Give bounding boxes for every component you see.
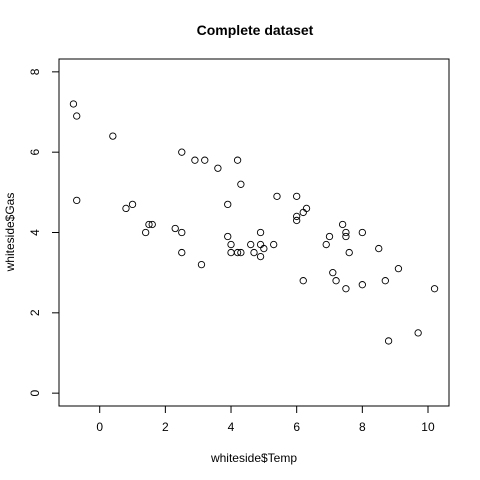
data-point [342, 285, 350, 293]
data-point [237, 180, 245, 188]
data-point [227, 240, 235, 249]
data-point [384, 337, 393, 345]
data-point [142, 228, 150, 237]
data-point [332, 277, 340, 285]
data-point [299, 277, 307, 285]
data-point [178, 248, 186, 257]
y-tick-label: 6 [28, 149, 42, 156]
data-point [256, 240, 265, 249]
data-point [250, 248, 258, 257]
data-point [256, 228, 265, 237]
data-point [270, 240, 278, 249]
data-point [233, 248, 242, 257]
data-point [178, 228, 186, 237]
data-point [201, 156, 209, 164]
data-point [329, 269, 337, 277]
data-point [171, 224, 179, 233]
data-point [247, 240, 255, 249]
data-point [256, 252, 265, 261]
data-point [145, 220, 153, 229]
data-point [394, 264, 403, 273]
x-tick-label: 4 [228, 420, 235, 434]
data-point [197, 260, 206, 269]
data-point [69, 100, 78, 108]
data-point [299, 208, 307, 217]
data-point [237, 248, 245, 257]
data-point [224, 232, 232, 241]
data-points [69, 100, 439, 345]
data-point [338, 220, 347, 229]
x-tick-label: 0 [96, 420, 103, 434]
x-tick-label: 8 [359, 420, 366, 434]
data-point [302, 204, 311, 213]
data-point [414, 329, 422, 337]
data-point [260, 244, 268, 253]
data-point [293, 216, 301, 225]
data-point [325, 232, 334, 241]
data-point [128, 200, 137, 209]
y-axis: 0 2 4 6 8 [28, 68, 60, 396]
data-point [178, 148, 186, 156]
data-point [358, 228, 366, 237]
data-point [191, 156, 199, 164]
chart-title: Complete dataset [197, 22, 314, 38]
data-point [293, 192, 301, 201]
data-point [273, 192, 281, 201]
x-axis-label: whiteside$Temp [210, 451, 297, 465]
data-point [148, 220, 156, 229]
data-point [73, 112, 81, 120]
data-point [214, 164, 222, 172]
y-tick-label: 8 [28, 68, 42, 75]
x-axis: 0 2 4 6 8 10 [96, 405, 435, 434]
data-point [224, 200, 232, 209]
data-point [342, 228, 350, 237]
plot-frame [58, 58, 450, 407]
data-point [122, 204, 130, 213]
data-point [322, 240, 330, 249]
data-point [375, 244, 383, 253]
data-point [233, 156, 242, 164]
data-point [345, 248, 353, 257]
x-tick-label: 6 [293, 420, 300, 434]
data-point [109, 132, 117, 140]
y-tick-label: 4 [28, 229, 42, 236]
data-point [358, 281, 366, 289]
data-point [293, 212, 301, 221]
y-tick-label: 2 [28, 309, 42, 316]
data-point [430, 285, 439, 293]
data-point [73, 196, 81, 205]
x-tick-label: 10 [421, 420, 435, 434]
data-point [342, 232, 350, 241]
y-axis-label: whiteside$Gas [3, 193, 17, 273]
data-point [227, 248, 235, 257]
x-tick-label: 2 [162, 420, 169, 434]
data-point [381, 277, 389, 285]
y-tick-label: 0 [28, 389, 42, 396]
